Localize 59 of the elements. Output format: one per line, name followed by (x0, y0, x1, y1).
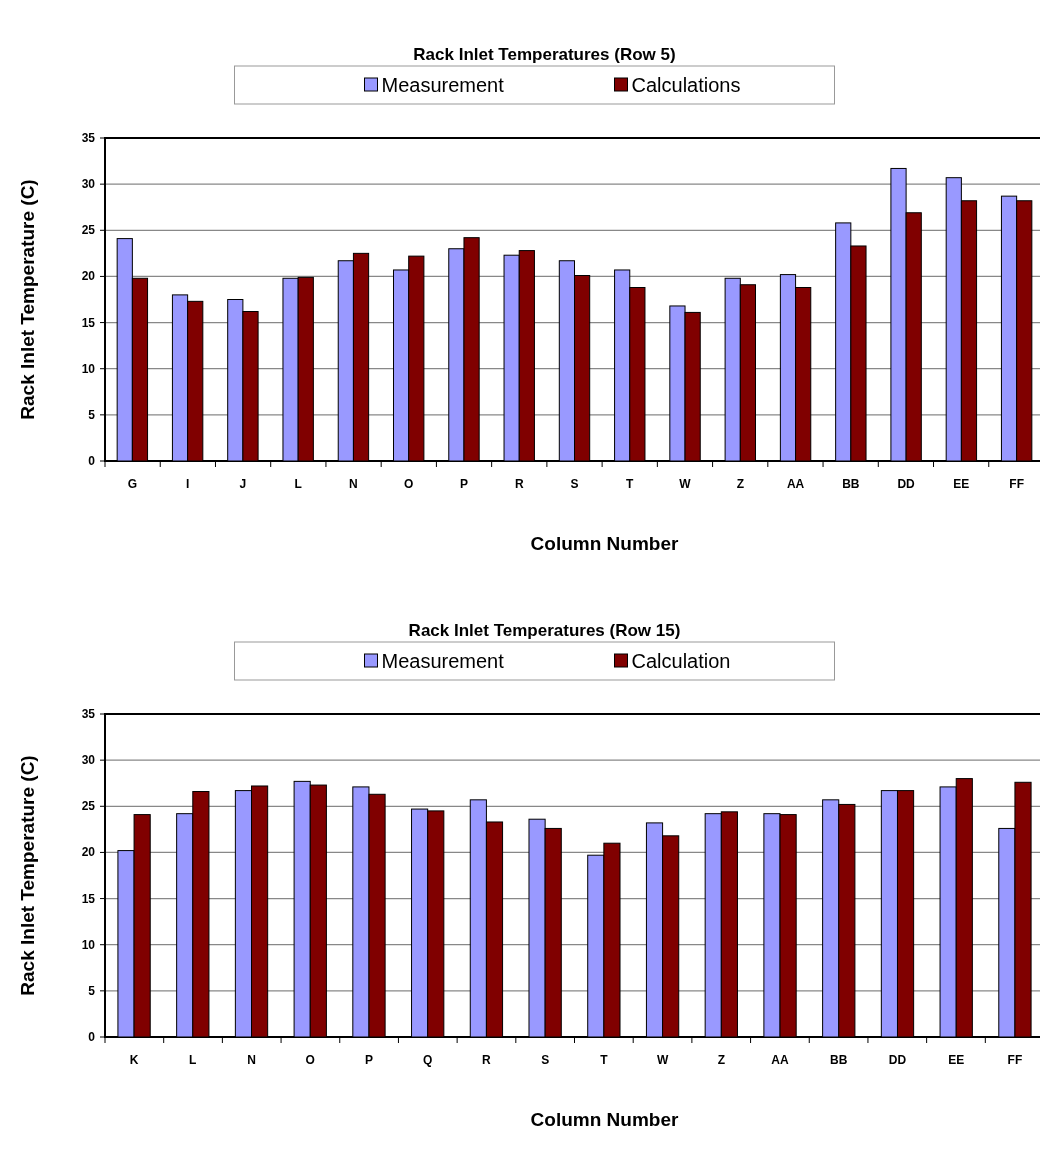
x-tick-label: FF (1009, 477, 1024, 491)
x-tick-label: BB (842, 477, 860, 491)
y-tick-label: 5 (88, 407, 96, 422)
x-tick-label: P (459, 477, 468, 491)
y-tick-label: 10 (81, 361, 96, 376)
x-tick-label: BB (830, 1053, 848, 1067)
x-tick-label: I (185, 477, 190, 491)
x-tick-label: DD (897, 477, 916, 491)
legend-label: Measurement (381, 650, 505, 672)
x-tick-label: EE (948, 1053, 965, 1067)
chart-title: Rack Inlet Temperatures (Row 5) (413, 45, 676, 64)
y-axis-title: Rack Inlet Temperature (C) (17, 179, 38, 420)
x-tick-label: W (679, 477, 692, 491)
x-tick-label: O (305, 1053, 315, 1067)
x-tick-label: N (349, 477, 358, 491)
y-tick-label: 10 (81, 937, 96, 952)
legend-label: Calculation (631, 650, 731, 672)
y-tick-label: 35 (81, 131, 96, 145)
x-tick-label: W (656, 1053, 669, 1067)
y-tick-label: 25 (81, 799, 96, 814)
x-tick-label: P (364, 1053, 373, 1067)
x-tick-label: AA (786, 477, 805, 491)
x-tick-label: Z (736, 477, 744, 491)
legend-label: Calculations (631, 74, 741, 96)
y-axis-title: Rack Inlet Temperature (C) (17, 755, 38, 996)
x-tick-label: S (541, 1053, 550, 1067)
x-tick-label: K (129, 1053, 139, 1067)
legend-label: Measurement (381, 74, 505, 96)
y-tick-label: 25 (81, 223, 96, 238)
y-tick-label: 0 (88, 454, 96, 468)
y-tick-label: 0 (88, 1030, 96, 1044)
x-tick-label: L (189, 1053, 197, 1067)
x-tick-label: S (570, 477, 579, 491)
x-tick-label: G (127, 477, 138, 491)
y-tick-label: 35 (81, 707, 96, 721)
y-tick-label: 20 (81, 845, 96, 860)
x-tick-label: Q (423, 1053, 433, 1067)
chart-title: Rack Inlet Temperatures (Row 15) (408, 621, 681, 640)
x-tick-label: FF (1007, 1053, 1023, 1067)
x-tick-label: EE (953, 477, 970, 491)
y-tick-label: 5 (88, 983, 96, 998)
x-tick-label: O (404, 477, 414, 491)
x-tick-label: AA (771, 1053, 790, 1067)
x-tick-label: R (514, 477, 524, 491)
x-tick-label: DD (888, 1053, 907, 1067)
y-tick-label: 30 (81, 753, 96, 768)
y-tick-label: 30 (81, 177, 96, 192)
x-axis-title: Column Number (530, 533, 679, 554)
y-tick-label: 20 (81, 269, 96, 284)
x-tick-label: T (600, 1053, 609, 1067)
x-tick-label: R (482, 1053, 492, 1067)
x-tick-label: Z (717, 1053, 725, 1067)
x-tick-label: N (247, 1053, 256, 1067)
y-tick-label: 15 (81, 315, 96, 330)
x-tick-label: L (294, 477, 302, 491)
x-tick-label: J (239, 477, 247, 491)
y-tick-label: 15 (81, 891, 96, 906)
x-axis-title: Column Number (530, 1109, 679, 1130)
x-tick-label: T (626, 477, 635, 491)
